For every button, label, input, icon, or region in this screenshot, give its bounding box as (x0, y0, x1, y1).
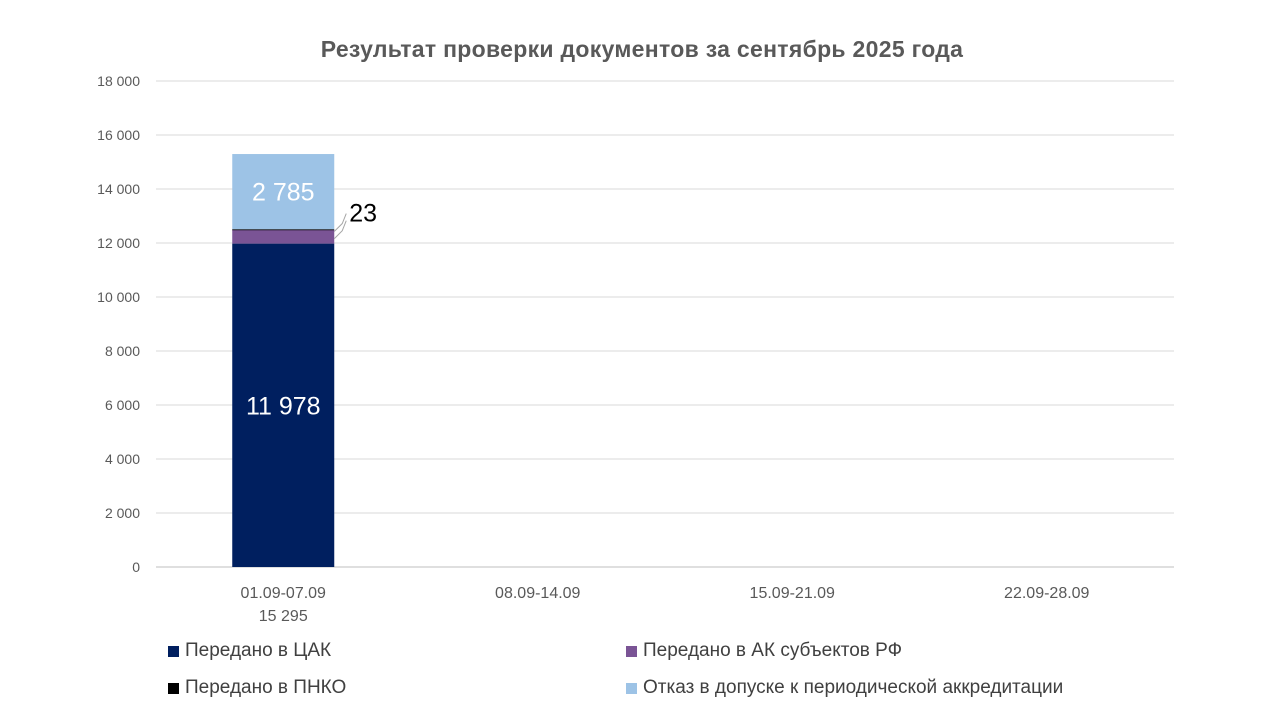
bar-segment (232, 229, 335, 231)
bar-segment (232, 154, 335, 230)
y-tick-label: 4 000 (105, 451, 140, 467)
bar-segment (232, 243, 335, 567)
y-tick-label: 12 000 (97, 235, 140, 251)
y-tick-label: 0 (132, 559, 140, 575)
x-tick-label: 08.09-14.09 (495, 585, 581, 602)
data-label: 23 (349, 200, 377, 228)
x-tick-total-label: 15 295 (259, 608, 308, 625)
data-label: 2 785 (252, 179, 315, 207)
bar-segment (232, 229, 335, 244)
y-tick-label: 16 000 (97, 127, 140, 143)
x-tick-label: 01.09-07.09 (241, 585, 327, 602)
y-tick-label: 6 000 (105, 397, 140, 413)
y-tick-label: 18 000 (97, 73, 140, 89)
data-label: 509 (349, 207, 391, 235)
data-label: 11 978 (246, 392, 321, 420)
y-tick-label: 14 000 (97, 181, 140, 197)
x-tick-label: 15.09-21.09 (750, 585, 836, 602)
y-tick-label: 8 000 (105, 343, 140, 359)
data-label-leader-line (333, 220, 347, 240)
y-tick-label: 10 000 (97, 289, 140, 305)
y-tick-label: 2 000 (105, 505, 140, 521)
x-tick-label: 22.09-28.09 (1004, 585, 1090, 602)
data-label-leader-line (333, 213, 347, 232)
chart-title: Результат проверки документов за сентябр… (320, 36, 964, 62)
